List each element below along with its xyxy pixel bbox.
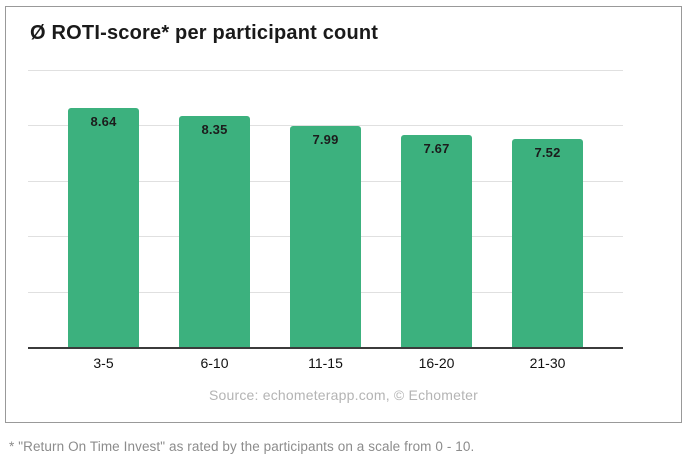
bar-value-label: 8.35	[201, 121, 228, 137]
bar-value-label: 7.99	[312, 131, 339, 147]
gridline-10	[28, 70, 623, 71]
x-tick-label-6-10: 6-10	[200, 355, 229, 371]
x-axis-labels: 3-5 6-10 11-15 16-20 21-30	[28, 355, 623, 371]
bar-series: 8.64 8.35 7.99 7.67 7.52	[28, 70, 623, 347]
bar-value-label: 7.52	[534, 144, 561, 160]
x-tick-label-11-15: 11-15	[308, 355, 343, 371]
x-tick-label-16-20: 16-20	[418, 355, 455, 371]
plot-area: 8.64 8.35 7.99 7.67 7.52	[28, 70, 623, 349]
chart-title: Ø ROTI-score* per participant count	[30, 22, 379, 44]
x-tick-label-3-5: 3-5	[93, 355, 114, 371]
bar-6-10: 8.35	[179, 115, 250, 347]
bar-value-label: 7.67	[423, 140, 450, 156]
footnote: * "Return On Time Invest" as rated by th…	[9, 439, 475, 454]
bar-value-label: 8.64	[90, 113, 117, 129]
bar-21-30: 7.52	[512, 138, 583, 347]
source-caption: Source: echometerapp.com, © Echometer	[208, 387, 479, 403]
x-tick-label-21-30: 21-30	[529, 355, 566, 371]
bar-11-15: 7.99	[290, 125, 361, 347]
bar-16-20: 7.67	[401, 134, 472, 347]
bar-3-5: 8.64	[68, 107, 139, 347]
chart-card: Ø ROTI-score* per participant count 8.64…	[5, 6, 682, 423]
